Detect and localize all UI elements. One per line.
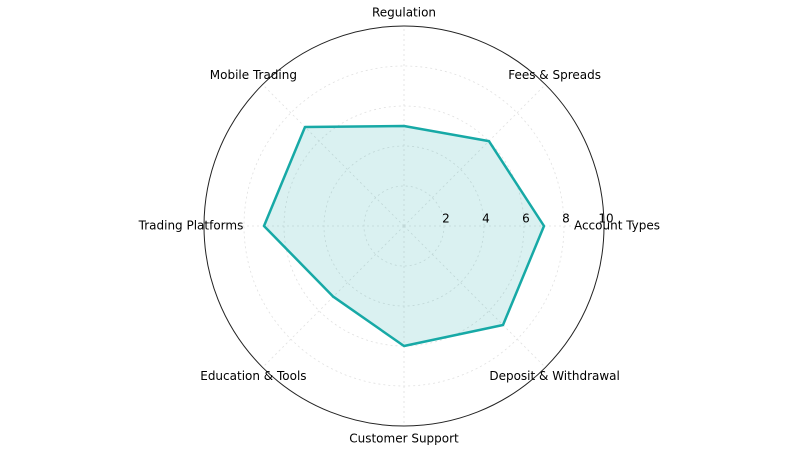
r-tick-label: 10 xyxy=(598,212,613,226)
r-tick-label: 8 xyxy=(562,212,570,226)
spoke xyxy=(262,84,405,227)
grid-circle xyxy=(323,145,485,307)
r-tick-label: 4 xyxy=(482,212,490,226)
spoke xyxy=(403,225,546,368)
category-label: Fees & Spreads xyxy=(508,68,601,82)
category-label: Education & Tools xyxy=(200,369,306,383)
category-label: Account Types xyxy=(574,219,660,233)
r-tick-label: 6 xyxy=(522,212,530,226)
outer-circle xyxy=(203,25,605,427)
spoke xyxy=(403,84,546,227)
grid-circle xyxy=(363,185,445,267)
category-label: Customer Support xyxy=(349,432,459,446)
radar-area xyxy=(262,124,546,348)
grid-circle xyxy=(283,105,525,347)
category-label: Mobile Trading xyxy=(210,68,297,82)
category-label: Trading Platforms xyxy=(138,219,244,233)
grid-circle xyxy=(243,65,565,387)
category-label: Regulation xyxy=(372,6,436,20)
r-tick-label: 2 xyxy=(442,212,450,226)
category-label: Deposit & Withdrawal xyxy=(489,369,620,383)
